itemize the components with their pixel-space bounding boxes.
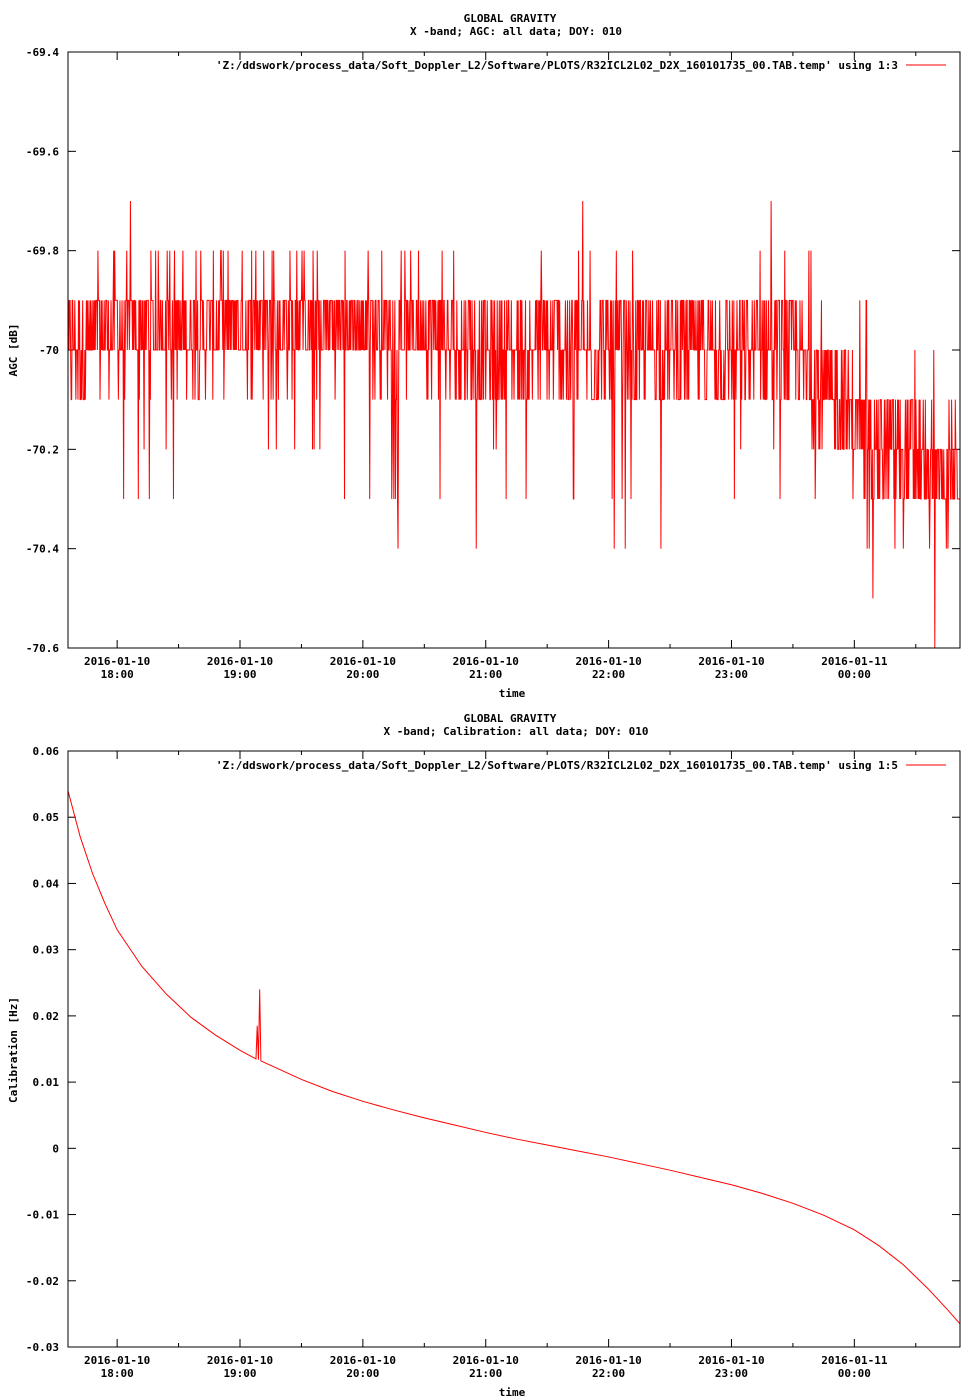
- calibration-x-tick-date: 2016-01-10: [453, 1354, 519, 1367]
- calibration-y-ticks: 0.06 0.05 0.04 0.03 0.02 0.01 0 -0.01 -0.02 -0.03: [26, 745, 960, 1354]
- agc-x-tick-date: 2016-01-10: [453, 655, 519, 668]
- agc-series-line: [67, 200, 960, 649]
- agc-x-tick-time: 18:00: [101, 668, 134, 681]
- agc-plot-frame: [67, 51, 961, 649]
- calibration-x-tick-time: 00:00: [838, 1367, 871, 1380]
- calibration-y-tick-label: 0.06: [33, 745, 60, 758]
- agc-x-tick-time: 21:00: [469, 668, 502, 681]
- agc-x-tick-date: 2016-01-10: [575, 655, 641, 668]
- calibration-x-tick-time: 22:00: [592, 1367, 625, 1380]
- agc-legend-label: 'Z:/ddswork/process_data/Soft_Doppler_L2…: [216, 59, 898, 72]
- agc-x-tick-time: 22:00: [592, 668, 625, 681]
- calibration-x-tick-date: 2016-01-10: [575, 1354, 641, 1367]
- calibration-y-tick-label: 0.04: [33, 877, 60, 890]
- calibration-y-tick-label: -0.01: [26, 1209, 59, 1222]
- agc-y-tick-label: -69.4: [26, 46, 59, 59]
- calibration-x-tick-date: 2016-01-10: [207, 1354, 273, 1367]
- agc-chart-subtitle: X -band; AGC: all data; DOY: 010: [410, 25, 622, 38]
- calibration-series: [67, 790, 961, 1325]
- agc-x-ticks: 2016-01-1018:002016-01-1019:002016-01-10…: [84, 52, 917, 681]
- calibration-x-ticks: 2016-01-1018:002016-01-1019:002016-01-10…: [84, 751, 917, 1380]
- calibration-x-tick-date: 2016-01-10: [698, 1354, 764, 1367]
- agc-x-tick-date: 2016-01-11: [821, 655, 888, 668]
- calibration-y-tick-label: 0.03: [33, 944, 60, 957]
- calibration-x-axis-label: time: [499, 1386, 526, 1399]
- agc-y-tick-label: -70.6: [26, 642, 59, 655]
- calibration-y-tick-label: -0.02: [26, 1275, 59, 1288]
- agc-y-tick-label: -70.4: [26, 543, 59, 556]
- calibration-y-tick-label: -0.03: [26, 1341, 59, 1354]
- agc-y-tick-label: -69.8: [26, 245, 59, 258]
- agc-x-tick-time: 00:00: [838, 668, 871, 681]
- agc-y-tick-label: -70.2: [26, 443, 59, 456]
- calibration-series-line: [67, 790, 961, 1325]
- calibration-y-tick-label: 0.02: [33, 1010, 60, 1023]
- calibration-plot-frame: [67, 750, 961, 1348]
- agc-x-tick-time: 20:00: [346, 668, 379, 681]
- calibration-chart-title: GLOBAL GRAVITY: [464, 712, 557, 725]
- calibration-x-tick-date: 2016-01-11: [821, 1354, 888, 1367]
- calibration-y-tick-label: 0: [52, 1142, 59, 1155]
- calibration-chart: GLOBAL GRAVITY X -band; Calibration: all…: [7, 712, 961, 1399]
- agc-chart: GLOBAL GRAVITY X -band; AGC: all data; D…: [7, 12, 961, 700]
- calibration-x-tick-time: 23:00: [715, 1367, 748, 1380]
- calibration-x-tick-date: 2016-01-10: [330, 1354, 396, 1367]
- calibration-x-tick-time: 18:00: [101, 1367, 134, 1380]
- agc-y-axis-label: AGC [dB]: [7, 324, 20, 377]
- agc-chart-title: GLOBAL GRAVITY: [464, 12, 557, 25]
- calibration-x-tick-time: 20:00: [346, 1367, 379, 1380]
- calibration-x-tick-time: 21:00: [469, 1367, 502, 1380]
- agc-x-tick-date: 2016-01-10: [330, 655, 396, 668]
- agc-x-tick-time: 23:00: [715, 668, 748, 681]
- calibration-chart-subtitle: X -band; Calibration: all data; DOY: 010: [384, 725, 649, 738]
- calibration-y-tick-label: 0.05: [33, 811, 60, 824]
- agc-x-tick-time: 19:00: [223, 668, 256, 681]
- agc-y-tick-label: -70: [39, 344, 59, 357]
- agc-x-tick-date: 2016-01-10: [698, 655, 764, 668]
- calibration-legend-label: 'Z:/ddswork/process_data/Soft_Doppler_L2…: [216, 759, 898, 772]
- agc-x-tick-date: 2016-01-10: [207, 655, 273, 668]
- calibration-x-tick-date: 2016-01-10: [84, 1354, 150, 1367]
- calibration-y-axis-label: Calibration [Hz]: [7, 997, 20, 1103]
- agc-series: [67, 200, 960, 649]
- agc-x-tick-date: 2016-01-10: [84, 655, 150, 668]
- agc-x-axis-label: time: [499, 687, 526, 700]
- calibration-x-tick-time: 19:00: [223, 1367, 256, 1380]
- agc-y-tick-label: -69.6: [26, 145, 59, 158]
- calibration-y-tick-label: 0.01: [33, 1076, 60, 1089]
